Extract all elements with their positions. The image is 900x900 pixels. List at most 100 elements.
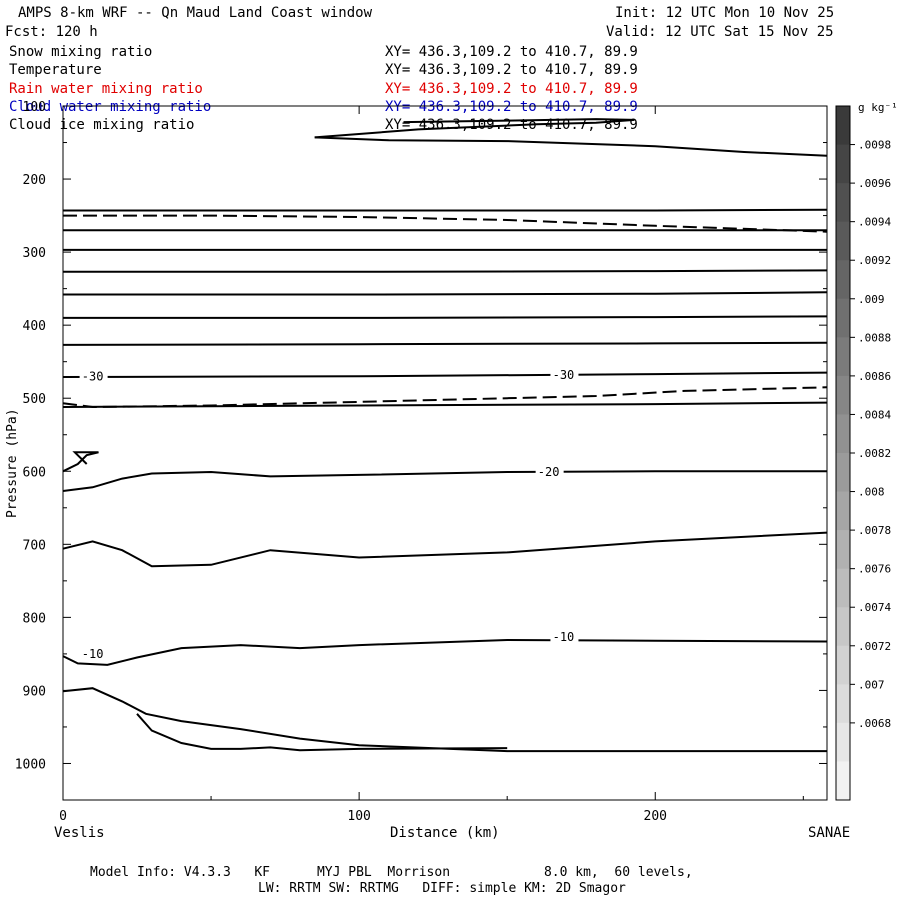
chart-title: AMPS 8-km WRF -- Qn Maud Land Coast wind… [18, 5, 373, 21]
field-xy: XY= 436.3,109.2 to 410.7, 89.9 [385, 62, 638, 78]
contour-line [62, 401, 828, 408]
colorbar-label: .0086 [858, 370, 891, 383]
contour-label: -10 [82, 647, 104, 661]
colorbar-swatch [836, 761, 850, 801]
colorbar-label: .0074 [858, 601, 891, 614]
contour-line [62, 371, 828, 378]
y-tick-label: 100 [23, 100, 46, 115]
colorbar-label: .0088 [858, 331, 891, 344]
init-time: Init: 12 UTC Mon 10 Nov 25 [615, 5, 835, 21]
contour-label: -10 [553, 630, 575, 644]
y-tick-label: 500 [23, 392, 46, 407]
y-tick-label: 300 [23, 246, 46, 261]
field-name: Rain water mixing ratio [9, 81, 203, 97]
colorbar-swatch [836, 684, 850, 724]
contour-line [62, 638, 828, 666]
y-axis-label: Pressure (hPa) [5, 408, 20, 518]
field-name: Cloud ice mixing ratio [9, 117, 195, 133]
y-axis: 100 200 300 400 500 600 700 800 900 1000 [15, 100, 827, 772]
colorbar-swatch [836, 607, 850, 647]
contour-label-bg [79, 645, 108, 660]
y-tick-label: 800 [23, 611, 46, 626]
colorbar: .0098 .0096 .0094 .0092 .009 .0088 .0086 .0084.… [835, 105, 891, 801]
field-name: Snow mixing ratio [9, 44, 153, 60]
colorbar-swatch [836, 106, 850, 146]
colorbar-label: .009 [858, 293, 885, 306]
contour-label: -20 [538, 465, 560, 479]
contour-label-bg [79, 368, 108, 383]
field-name: Temperature [9, 62, 102, 78]
colorbar-label: .0096 [858, 177, 891, 190]
contour-line [136, 713, 508, 752]
x-axis: 0 100 200 [59, 106, 804, 824]
colorbar-swatch [836, 260, 850, 300]
colorbar-label: .007 [858, 678, 885, 691]
contour-line [63, 269, 828, 273]
contour-line [63, 291, 828, 296]
contour-label-bg [550, 629, 579, 644]
model-physics: LW: RRTM SW: RRTMG DIFF: simple KM: 2D S… [258, 881, 626, 896]
colorbar-swatch [836, 491, 850, 531]
colorbar-swatch [836, 375, 850, 415]
x-tick-label: 200 [644, 809, 667, 824]
colorbar-label: .0084 [858, 408, 891, 421]
colorbar-swatch [836, 453, 850, 493]
forecast-hour: Fcst: 120 h [5, 24, 98, 40]
x-tick-label: 0 [59, 809, 67, 824]
field-xy: XY= 436.3,109.2 to 410.7, 89.9 [385, 44, 638, 60]
colorbar-swatch [836, 530, 850, 570]
x-axis-label: Distance (km) [390, 825, 500, 841]
x-left-endpoint-label: Veslis [54, 825, 105, 841]
colorbar-swatch [836, 722, 850, 762]
contour-line [62, 531, 828, 568]
colorbar-label: .008 [858, 486, 885, 499]
field-xy: XY= 436.3,109.2 to 410.7, 89.9 [385, 81, 638, 97]
y-tick-label: 900 [23, 684, 46, 699]
colorbar-swatch [836, 298, 850, 338]
x-right-endpoint-label: SANAE [808, 825, 851, 841]
contour-labels: -30 -30 -20 -10 -10 [79, 366, 579, 661]
colorbar-unit: g kg⁻¹ [858, 101, 898, 114]
colorbar-swatch [836, 414, 850, 454]
plot-frame [62, 105, 828, 801]
y-tick-label: 700 [23, 538, 46, 553]
colorbar-swatch [836, 337, 850, 377]
contour-line [63, 315, 828, 319]
colorbar-label: .0072 [858, 640, 891, 653]
contour-line [62, 451, 99, 473]
colorbar-swatch [836, 183, 850, 223]
contour-line [314, 136, 828, 157]
y-tick-label: 200 [23, 173, 46, 188]
colorbar-label: .0092 [858, 254, 891, 267]
colorbar-swatch [836, 221, 850, 261]
contour-line [62, 470, 827, 492]
colorbar-label: .0094 [858, 216, 891, 229]
colorbar-swatch [836, 144, 850, 184]
contour-line [62, 687, 827, 753]
y-tick-label: 400 [23, 319, 46, 334]
colorbar-label: .0076 [858, 563, 891, 576]
contour-label: -30 [553, 368, 575, 382]
colorbar-label: .0082 [858, 447, 891, 460]
model-info: Model Info: V4.3.3 KF MYJ PBL Morrison 8… [90, 865, 693, 880]
colorbar-swatch [836, 645, 850, 685]
x-tick-label: 100 [347, 809, 370, 824]
contour-line [62, 341, 828, 346]
colorbar-label: .0078 [858, 524, 891, 537]
contour-line [314, 118, 635, 139]
contour-label-bg [550, 366, 579, 381]
colorbar-label: .0068 [858, 717, 891, 730]
contour-lines [62, 118, 828, 753]
contour-label-bg [535, 463, 564, 478]
contour-label: -30 [82, 369, 104, 383]
colorbar-label: .0098 [858, 139, 891, 152]
field-name: Cloud water mixing ratio [9, 99, 212, 115]
valid-time: Valid: 12 UTC Sat 15 Nov 25 [606, 24, 834, 40]
y-tick-label: 600 [23, 465, 46, 480]
contour-line [63, 208, 828, 212]
field-xy: XY= 436.3,109.2 to 410.7, 89.9 [385, 99, 638, 115]
colorbar-swatch [836, 568, 850, 608]
y-tick-label: 1000 [15, 757, 46, 772]
contour-line [63, 214, 828, 233]
